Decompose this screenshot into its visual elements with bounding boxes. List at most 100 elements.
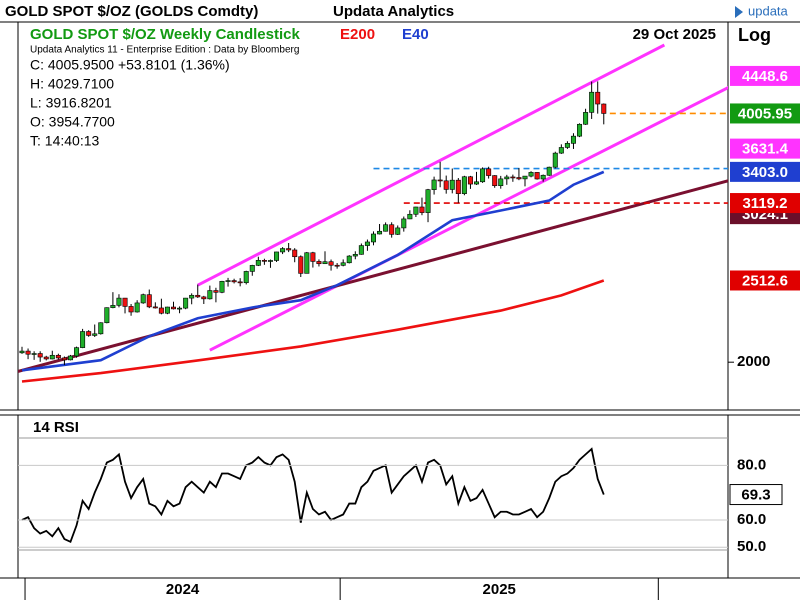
candle-body — [225, 280, 231, 282]
candle-body — [298, 256, 304, 274]
candle-body — [492, 175, 498, 187]
candle-body — [152, 306, 158, 309]
candle-body — [61, 357, 67, 361]
candle-body — [146, 294, 152, 308]
readout-line: H: 4029.7100 — [30, 76, 114, 92]
candle-body — [516, 177, 522, 180]
candle-body — [49, 354, 55, 360]
rsi-last-label: 69.3 — [741, 487, 770, 504]
candle-body — [589, 91, 595, 113]
candle-body — [201, 296, 207, 300]
candle-body — [219, 280, 225, 293]
readout-line: O: 3954.7700 — [30, 114, 115, 130]
candle-body — [304, 252, 310, 274]
candle-body — [104, 307, 110, 324]
candle-body — [55, 354, 61, 359]
candle-body — [413, 206, 419, 215]
candle-body — [401, 218, 407, 229]
candle-body — [43, 356, 49, 360]
candle-body — [377, 230, 383, 235]
candle-body — [25, 350, 31, 355]
legend-entry: E200 — [340, 26, 375, 43]
candle-body — [395, 227, 401, 235]
trend-line — [197, 43, 666, 287]
candle-body — [231, 280, 237, 283]
candle-body — [474, 181, 480, 185]
candle-body — [358, 245, 364, 255]
candle-body — [267, 260, 273, 262]
candle-body — [261, 260, 267, 262]
candle-body — [346, 255, 352, 264]
price-label-box — [730, 270, 800, 291]
candle-body — [570, 135, 576, 144]
candle-body — [334, 264, 340, 267]
candle-body — [522, 175, 528, 180]
candle-body — [540, 174, 546, 180]
scale-label: Log — [738, 25, 771, 45]
brand: Updata Analytics — [333, 3, 454, 20]
candle-body — [595, 91, 601, 105]
source-note: Updata Analytics 11 - Enterprise Edition… — [30, 45, 299, 56]
candle-body — [171, 306, 177, 310]
candle-body — [455, 179, 461, 194]
price-label: 3119.2 — [742, 195, 787, 212]
candle-body — [534, 172, 540, 180]
candle-body — [19, 350, 25, 354]
rsi-title: 14 RSI — [33, 419, 79, 436]
candle-body — [74, 347, 80, 357]
candle-body — [577, 123, 583, 137]
candle-body — [564, 143, 570, 148]
price-label-box — [730, 138, 800, 159]
candle-body — [480, 168, 486, 183]
candle-body — [195, 294, 201, 298]
candle-body — [31, 353, 37, 355]
candle-body — [177, 307, 183, 310]
candle-body — [352, 254, 358, 257]
chart-title: GOLD SPOT $/OZ Weekly Candlestick — [30, 26, 300, 43]
price-label-box — [730, 65, 800, 86]
readout-line: L: 3916.8201 — [30, 95, 112, 111]
candle-body — [425, 189, 431, 213]
candle-body — [328, 261, 334, 266]
price-label-box — [730, 193, 800, 214]
candle-body — [498, 178, 504, 187]
candle-body — [134, 302, 140, 313]
instrument-title: GOLD SPOT $/OZ (GOLDS Comdty) — [5, 3, 258, 20]
price-label-box — [730, 161, 800, 182]
price-plot — [18, 43, 728, 383]
candle-body — [510, 176, 516, 179]
candle-body — [546, 166, 552, 176]
candle-body — [164, 306, 170, 314]
candle-body — [98, 322, 104, 335]
candle-body — [213, 290, 219, 293]
y-tick-label: 50.0 — [737, 538, 766, 555]
y-tick-label: 80.0 — [737, 456, 766, 473]
readout-line: C: 4005.9500 +53.8101 (1.36%) — [30, 57, 230, 73]
candle-body — [140, 294, 146, 304]
candle-body — [431, 179, 437, 190]
candle-body — [128, 306, 134, 313]
candle-body — [92, 333, 98, 336]
candle-body — [467, 176, 473, 185]
candle-body — [419, 206, 425, 213]
x-tick-label: 2024 — [166, 581, 200, 598]
candle-body — [255, 260, 261, 266]
y-tick-label: 2000 — [737, 353, 770, 370]
candle-body — [389, 224, 395, 235]
candle-body — [158, 307, 164, 314]
candle-body — [243, 271, 249, 284]
x-tick-label: 2025 — [483, 581, 516, 598]
candle-body — [443, 180, 449, 190]
candle-body — [486, 168, 492, 176]
candle-body — [80, 331, 86, 348]
chart-date: 29 Oct 2025 — [633, 26, 716, 43]
price-label: 3631.4 — [742, 141, 789, 158]
candle-body — [364, 241, 370, 246]
candle-body — [67, 355, 73, 361]
trend-line — [209, 85, 728, 352]
candle-body — [116, 297, 122, 306]
ema-line — [21, 170, 605, 372]
readout-line: T: 14:40:13 — [30, 133, 99, 149]
